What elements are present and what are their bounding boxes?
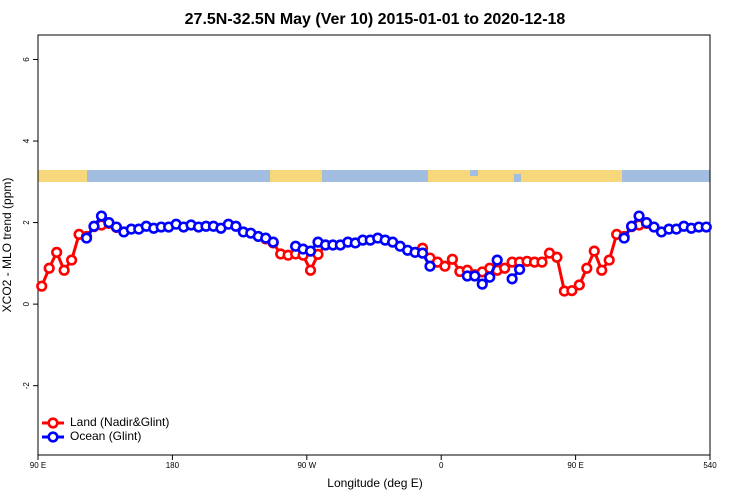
data-point (304, 264, 317, 276)
data-point (603, 254, 615, 266)
data-point (267, 236, 279, 248)
data-point (95, 210, 108, 222)
data-point (424, 260, 436, 272)
data-point (648, 221, 660, 233)
data-point (506, 273, 518, 285)
data-point (65, 254, 78, 266)
chart-title: 27.5N-32.5N May (Ver 10) 2015-01-01 to 2… (185, 11, 566, 28)
data-point (80, 232, 93, 244)
data-point (513, 263, 526, 276)
x-tick-label: 0 (439, 461, 444, 470)
y-tick-label: 0 (22, 301, 31, 306)
ocean-strip (470, 170, 478, 176)
legend-label: Ocean (Glint) (70, 429, 141, 443)
data-point (499, 262, 511, 274)
data-point (476, 278, 488, 290)
data-point (700, 221, 712, 233)
x-tick-label: 90 E (30, 461, 46, 470)
surface-strip (38, 170, 710, 182)
data-point (88, 220, 100, 232)
data-point (43, 262, 55, 274)
data-point (110, 221, 122, 233)
data-point (484, 271, 496, 283)
series (80, 210, 712, 290)
data-point (588, 245, 600, 257)
data-point (446, 253, 459, 265)
x-tick-label: 90 W (297, 461, 316, 470)
ocean-strip (514, 174, 521, 182)
x-tick-label: 540 (703, 461, 717, 470)
y-tick-label: 6 (22, 57, 31, 62)
data-point (230, 220, 242, 232)
data-point (581, 262, 593, 274)
y-tick-label: 2 (22, 220, 31, 225)
legend-label: Land (Nadir&Glint) (70, 415, 169, 429)
data-point (618, 232, 630, 244)
data-point (439, 260, 451, 272)
data-point (51, 246, 63, 258)
x-tick-label: 90 E (567, 461, 583, 470)
data-point (625, 220, 638, 232)
legend-marker (47, 417, 59, 429)
data-point (633, 210, 645, 222)
x-tick-label: 180 (166, 461, 180, 470)
data-point (416, 247, 429, 259)
legend-marker (47, 431, 59, 443)
data-point (58, 264, 70, 276)
data-point (566, 285, 578, 297)
data-point (304, 245, 317, 257)
data-point (573, 279, 585, 291)
y-tick-label: 4 (22, 138, 31, 143)
y-axis-label: XCO2 - MLO trend (ppm) (0, 178, 14, 313)
data-point (551, 251, 563, 263)
land-strip (38, 170, 87, 182)
land-strip (270, 170, 322, 182)
data-point (536, 256, 548, 268)
data-point (36, 280, 48, 292)
y-tick-label: -2 (22, 382, 31, 390)
data-point (596, 264, 608, 276)
land-strip (428, 170, 622, 182)
x-axis-label: Longitude (deg E) (327, 476, 422, 490)
data-point (469, 270, 481, 282)
data-point (491, 254, 503, 266)
plot-frame (37, 34, 711, 456)
